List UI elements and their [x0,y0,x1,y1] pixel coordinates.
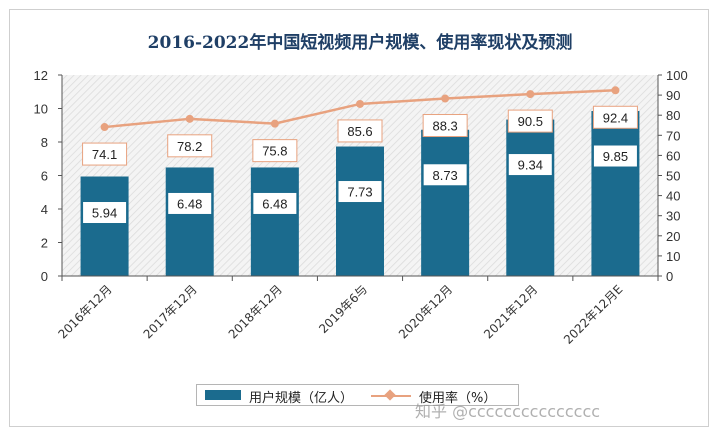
y-right-tick-label: 60 [666,148,680,163]
y-right-tick-label: 0 [666,269,673,284]
line-data-label: 75.8 [262,144,287,159]
watermark: 知乎 @ccccccccccccccc [415,402,601,421]
bar [250,167,299,276]
line-data-label-box [252,139,298,163]
line-point [611,86,620,95]
y-left-tick-label: 8 [41,135,48,150]
line-data-label: 78.2 [177,139,202,154]
bar [336,146,384,276]
bar-data-label-box [252,191,298,215]
x-tick-label: 2022年12月E [561,282,626,347]
line-data-label-box [422,114,468,138]
line-data-label-box [592,105,638,129]
x-tick-label: 2021年12月 [481,282,540,341]
y-left-tick-label: 6 [41,169,48,184]
x-tick-label: 2019年6与 [316,282,370,336]
bar-data-label: 6.48 [177,196,202,211]
line-data-label: 88.3 [432,119,457,134]
line-point [185,114,194,123]
x-tick-label: 2018年12月 [226,282,285,341]
bar [506,119,555,277]
y-right-tick-label: 30 [666,209,680,224]
x-tick-label: 2017年12月 [141,282,200,341]
y-right-tick-label: 20 [666,229,680,244]
line-data-label-box [337,119,383,143]
bar-data-label-box [337,180,383,204]
bar-data-label: 6.48 [262,196,287,211]
y-left-tick-label: 10 [34,102,48,117]
x-tick-label: 2020年12月 [396,282,455,341]
bar-data-label: 7.73 [347,185,372,200]
y-right-tick-label: 70 [666,128,680,143]
bar [165,167,214,276]
line-point [441,94,450,103]
y-left-tick-label: 4 [41,202,48,217]
bar [421,129,470,276]
line-point [356,99,364,108]
legend-bar-swatch [205,390,241,400]
line-data-label: 92.4 [603,110,628,125]
y-left-tick-label: 2 [41,236,48,251]
bar-data-label: 5.94 [92,206,117,221]
legend: 用户规模（亿人） 使用率（%） [196,384,519,406]
y-left-tick-label: 0 [41,269,48,284]
y-right-tick-label: 40 [666,189,680,204]
line-data-label-box [507,109,553,133]
y-right-tick-label: 100 [666,68,688,83]
bar-data-label-box [422,163,468,187]
bar-data-label-box [592,144,638,168]
bar [80,176,129,276]
line-point [100,123,109,132]
line-point [270,119,279,128]
bar-data-label-box [507,153,553,177]
legend-line-label: 使用率（%） [419,391,497,406]
y-right-tick-label: 80 [666,108,680,123]
bar-data-label-box [82,201,128,225]
y-right-tick-label: 90 [666,88,680,103]
line-point [526,90,535,99]
bar-data-label: 9.85 [603,149,628,164]
chart-title: 2016-2022年中国短视频用户规模、使用率现状及预测 [147,33,573,53]
line-data-label-box [82,142,128,166]
legend-line-marker [384,389,396,401]
line-data-label: 74.1 [92,147,117,162]
bar-data-label: 8.73 [432,168,457,183]
y-right-tick-label: 50 [666,169,680,184]
bar [591,111,640,276]
y-left-tick-label: 12 [34,68,48,83]
legend-bar-label: 用户规模（亿人） [249,391,354,406]
y-right-tick-label: 10 [666,249,680,264]
x-tick-label: 2016年12月 [55,282,114,341]
bar-data-label-box [167,191,213,215]
line-data-label: 90.5 [518,114,543,129]
line-data-label-box [167,134,213,158]
bar-data-label: 9.34 [518,158,543,173]
line-data-label: 85.6 [347,124,372,139]
